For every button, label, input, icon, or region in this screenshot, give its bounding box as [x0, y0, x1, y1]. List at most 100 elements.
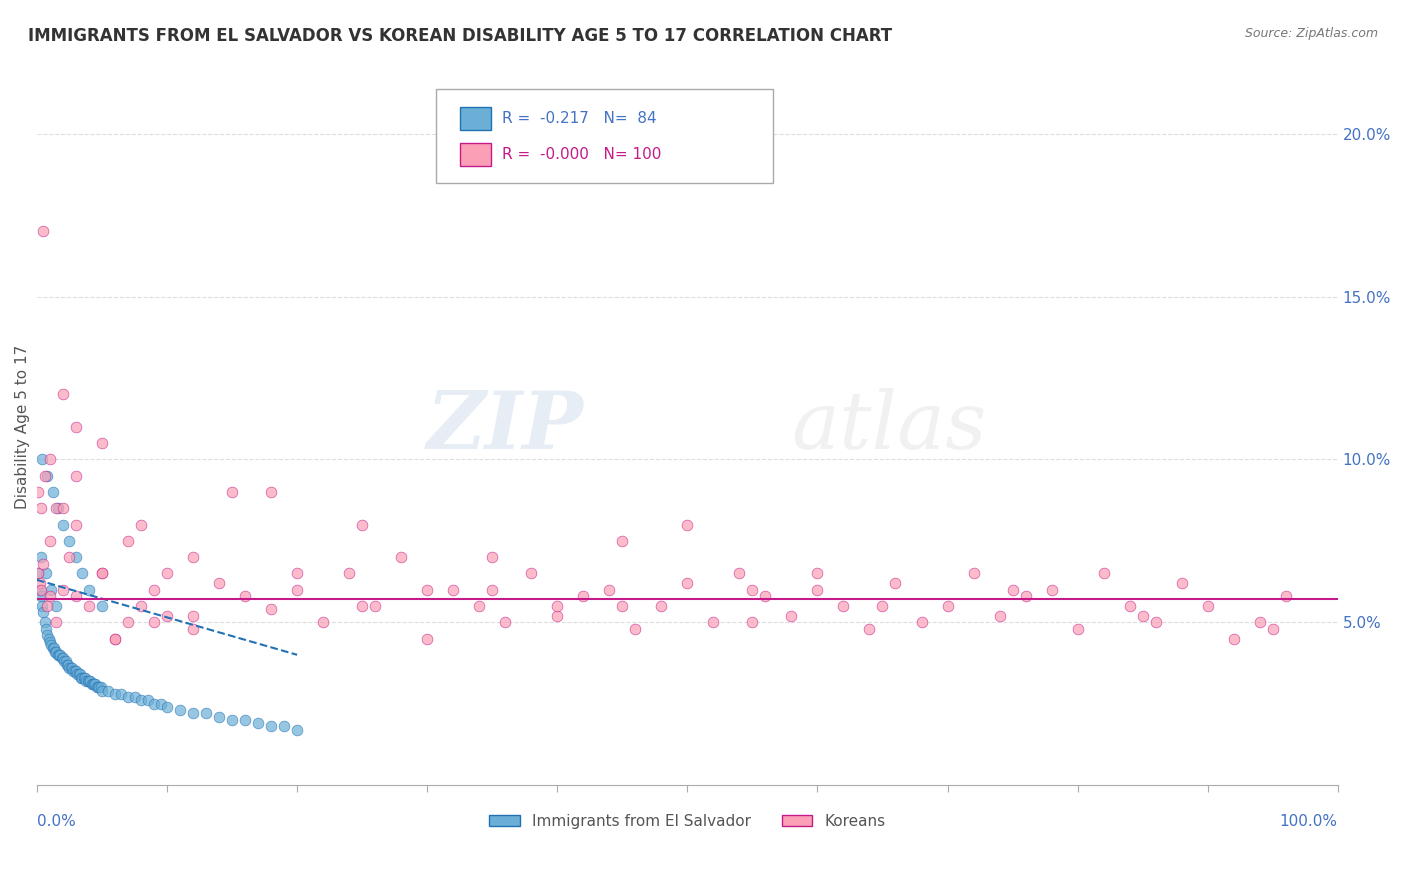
- Immigrants from El Salvador: [110, 687, 132, 701]
- Koreans: [389, 550, 412, 565]
- Immigrants from El Salvador: [77, 673, 100, 688]
- Immigrants from El Salvador: [80, 677, 103, 691]
- Koreans: [1001, 582, 1024, 597]
- Koreans: [27, 566, 49, 581]
- Koreans: [676, 517, 699, 532]
- Koreans: [337, 566, 360, 581]
- Koreans: [494, 615, 516, 630]
- Koreans: [1014, 589, 1036, 603]
- Y-axis label: Disability Age 5 to 17: Disability Age 5 to 17: [15, 344, 30, 509]
- Koreans: [312, 615, 335, 630]
- Text: R =  -0.000   N= 100: R = -0.000 N= 100: [502, 147, 661, 161]
- Koreans: [572, 589, 595, 603]
- Immigrants from El Salvador: [149, 697, 172, 711]
- Immigrants from El Salvador: [39, 582, 62, 597]
- Koreans: [650, 599, 672, 613]
- Immigrants from El Salvador: [221, 713, 243, 727]
- Immigrants from El Salvador: [82, 677, 104, 691]
- Koreans: [546, 599, 568, 613]
- Koreans: [481, 582, 503, 597]
- Koreans: [117, 533, 139, 548]
- Koreans: [285, 566, 308, 581]
- Koreans: [910, 615, 932, 630]
- Immigrants from El Salvador: [104, 687, 127, 701]
- Koreans: [104, 632, 127, 646]
- Text: IMMIGRANTS FROM EL SALVADOR VS KOREAN DISABILITY AGE 5 TO 17 CORRELATION CHART: IMMIGRANTS FROM EL SALVADOR VS KOREAN DI…: [28, 27, 893, 45]
- Koreans: [988, 608, 1011, 623]
- Immigrants from El Salvador: [41, 641, 63, 656]
- Immigrants from El Salvador: [52, 651, 75, 665]
- Koreans: [416, 632, 439, 646]
- Koreans: [1144, 615, 1167, 630]
- Koreans: [520, 566, 543, 581]
- Koreans: [728, 566, 751, 581]
- Koreans: [1249, 615, 1271, 630]
- Koreans: [129, 517, 152, 532]
- Koreans: [39, 452, 62, 467]
- Immigrants from El Salvador: [91, 599, 114, 613]
- Koreans: [30, 501, 52, 516]
- Immigrants from El Salvador: [65, 550, 87, 565]
- Koreans: [129, 599, 152, 613]
- Koreans: [156, 608, 179, 623]
- Koreans: [285, 582, 308, 597]
- Koreans: [598, 582, 620, 597]
- Immigrants from El Salvador: [35, 566, 58, 581]
- Immigrants from El Salvador: [39, 638, 62, 652]
- Immigrants from El Salvador: [90, 681, 112, 695]
- Immigrants from El Salvador: [46, 501, 69, 516]
- Immigrants from El Salvador: [31, 599, 53, 613]
- Immigrants from El Salvador: [37, 628, 59, 642]
- Koreans: [156, 566, 179, 581]
- Koreans: [208, 576, 231, 591]
- Koreans: [1040, 582, 1063, 597]
- Koreans: [104, 632, 127, 646]
- Immigrants from El Salvador: [44, 644, 66, 658]
- Immigrants from El Salvador: [41, 485, 63, 500]
- Koreans: [58, 550, 80, 565]
- Koreans: [352, 599, 374, 613]
- Immigrants from El Salvador: [84, 677, 107, 691]
- Immigrants from El Salvador: [73, 671, 96, 685]
- Koreans: [624, 622, 647, 636]
- Koreans: [780, 608, 803, 623]
- Immigrants from El Salvador: [117, 690, 139, 705]
- Immigrants from El Salvador: [49, 648, 72, 662]
- Koreans: [806, 582, 828, 597]
- Immigrants from El Salvador: [75, 671, 97, 685]
- Koreans: [741, 582, 763, 597]
- Koreans: [858, 622, 880, 636]
- Immigrants from El Salvador: [32, 606, 55, 620]
- Immigrants from El Salvador: [35, 622, 58, 636]
- Text: Source: ZipAtlas.com: Source: ZipAtlas.com: [1244, 27, 1378, 40]
- Koreans: [181, 622, 204, 636]
- Immigrants from El Salvador: [169, 703, 191, 717]
- Immigrants from El Salvador: [285, 723, 308, 737]
- Koreans: [352, 517, 374, 532]
- Immigrants from El Salvador: [46, 648, 69, 662]
- Immigrants from El Salvador: [72, 671, 94, 685]
- Koreans: [28, 576, 51, 591]
- Immigrants from El Salvador: [56, 657, 79, 672]
- Immigrants from El Salvador: [91, 683, 114, 698]
- Immigrants from El Salvador: [86, 681, 108, 695]
- Koreans: [872, 599, 894, 613]
- Immigrants from El Salvador: [37, 468, 59, 483]
- Koreans: [117, 615, 139, 630]
- Koreans: [91, 566, 114, 581]
- Text: ZIP: ZIP: [426, 388, 583, 466]
- Text: atlas: atlas: [792, 388, 987, 466]
- Immigrants from El Salvador: [45, 599, 67, 613]
- Immigrants from El Salvador: [136, 693, 159, 707]
- Immigrants from El Salvador: [60, 661, 83, 675]
- Koreans: [32, 224, 55, 238]
- Immigrants from El Salvador: [89, 681, 111, 695]
- Immigrants from El Salvador: [66, 667, 89, 681]
- Koreans: [91, 566, 114, 581]
- Koreans: [39, 589, 62, 603]
- Immigrants from El Salvador: [79, 673, 101, 688]
- Immigrants from El Salvador: [143, 697, 166, 711]
- Koreans: [143, 582, 166, 597]
- Immigrants from El Salvador: [69, 667, 91, 681]
- Koreans: [233, 589, 256, 603]
